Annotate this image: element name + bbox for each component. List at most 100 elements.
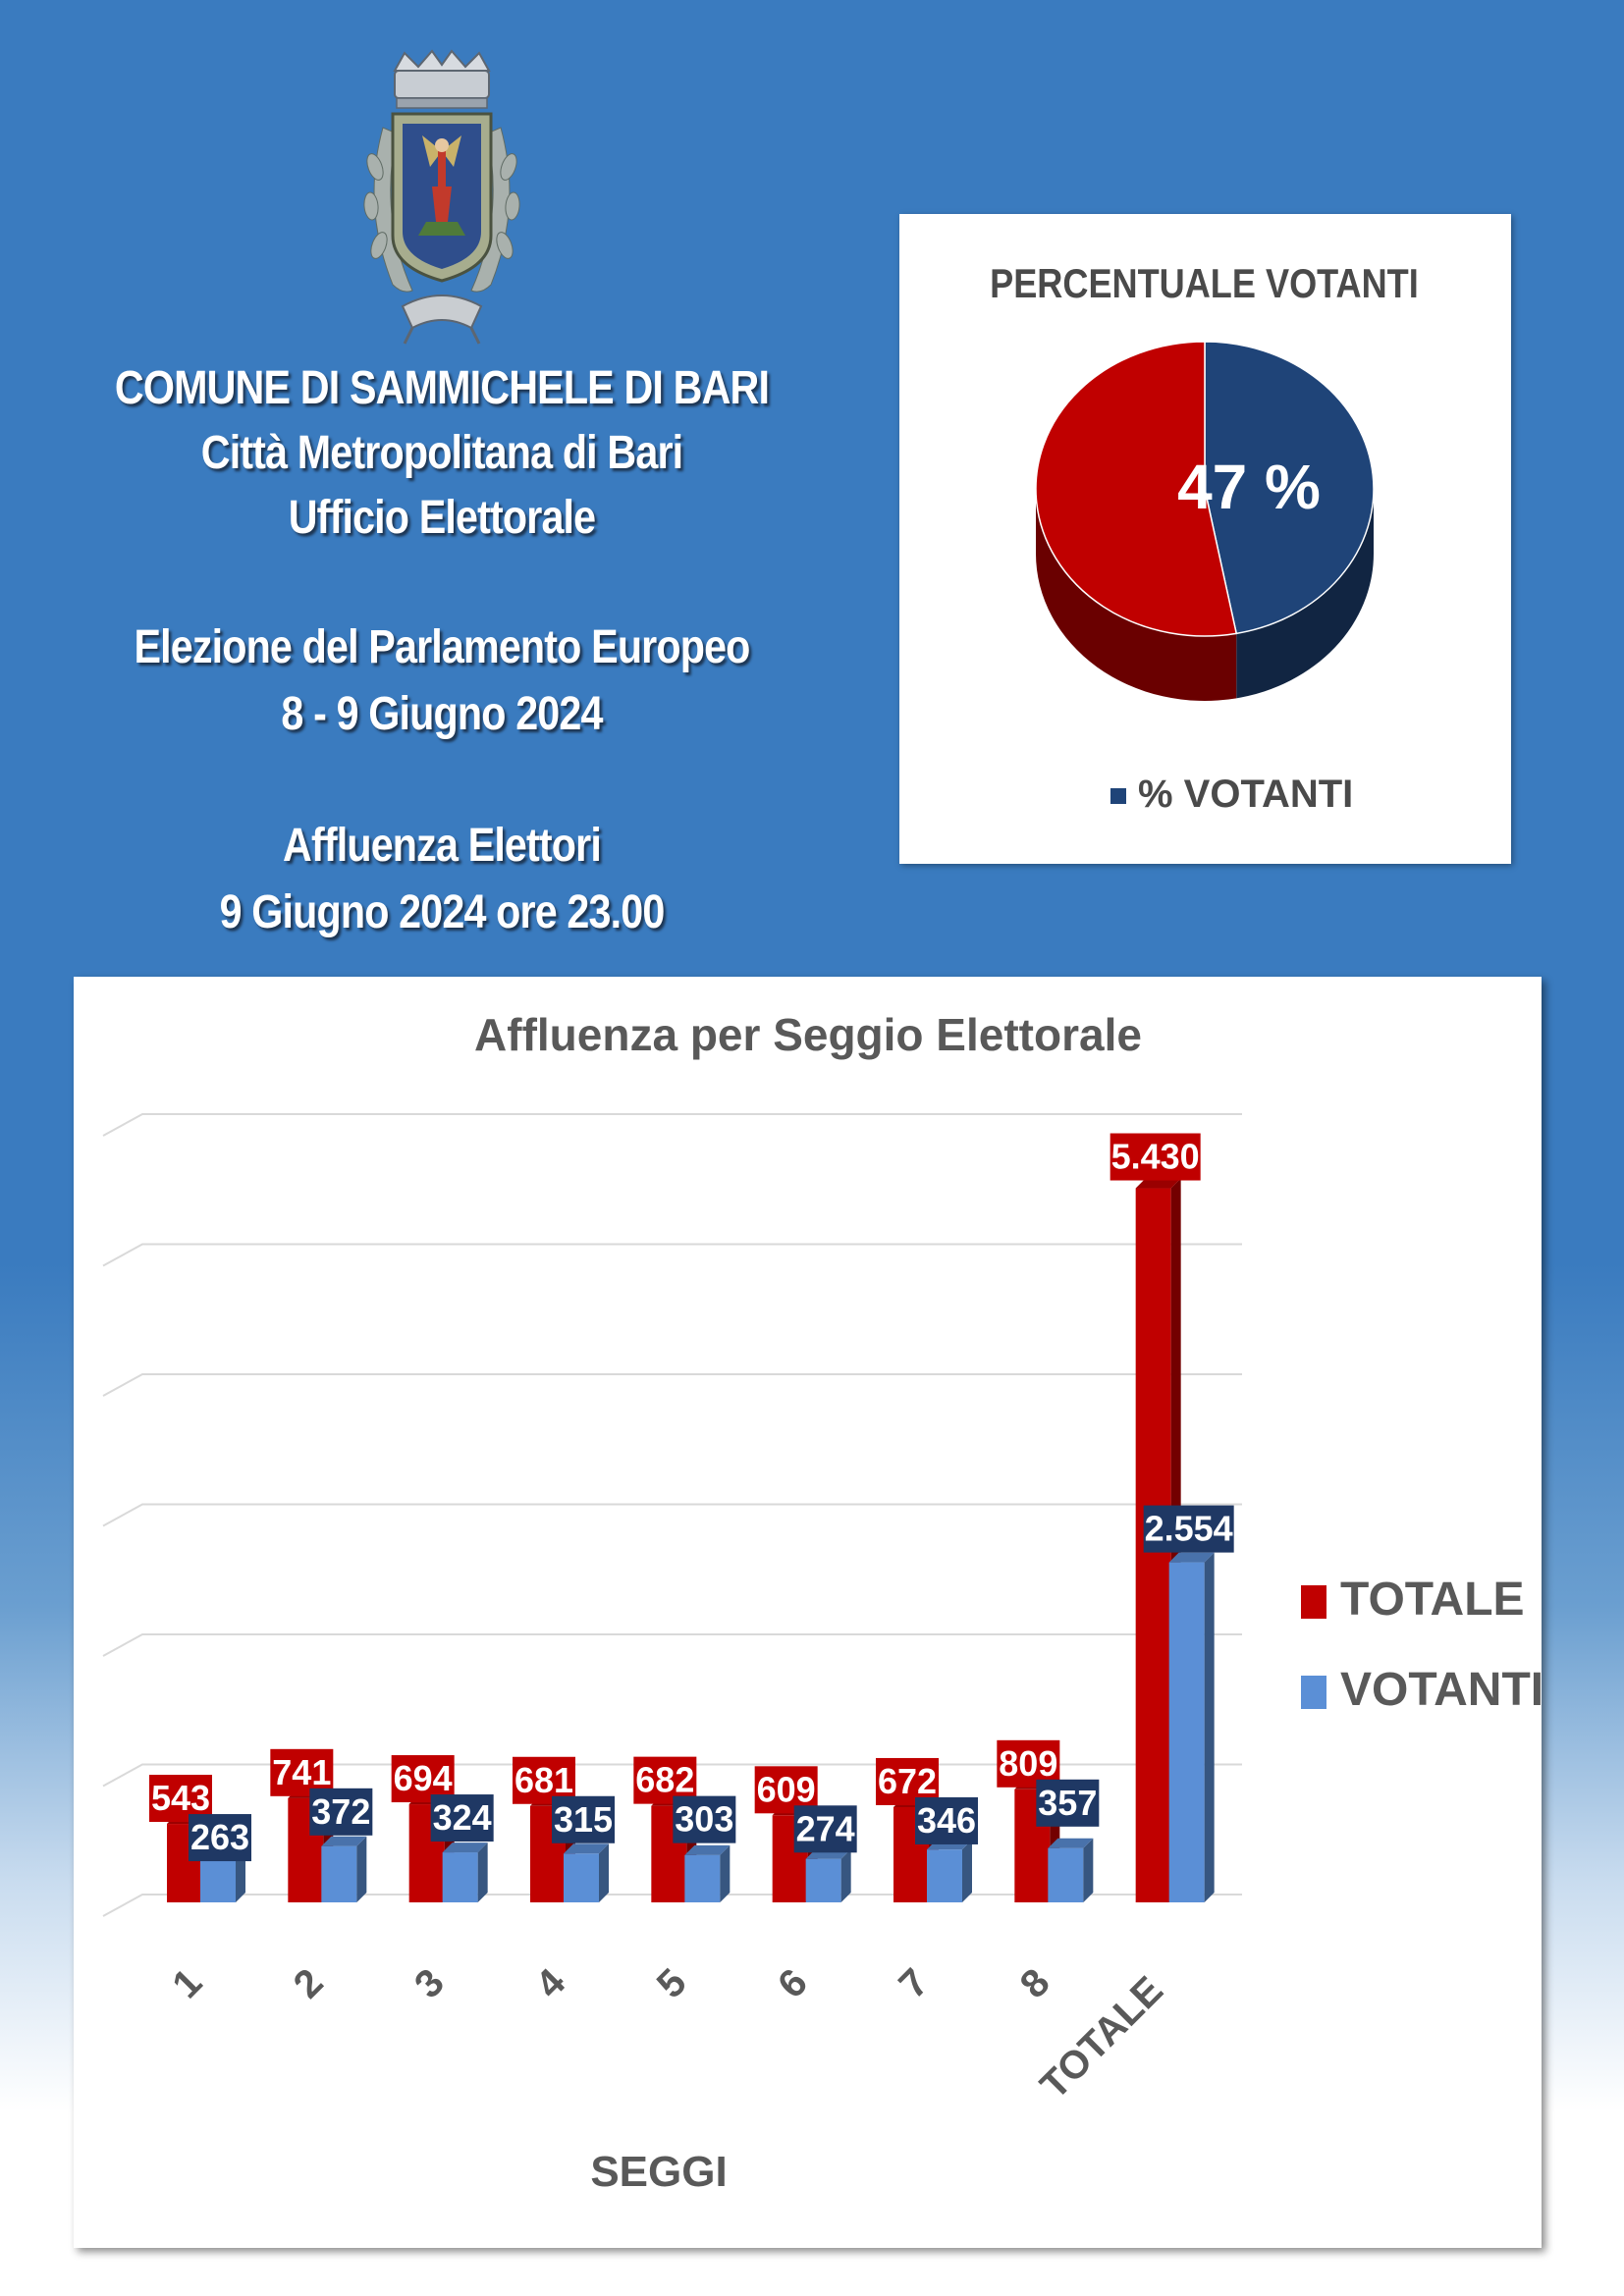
- bar-votanti-7: [927, 1840, 972, 1902]
- label-votanti-7-box: [915, 1796, 978, 1844]
- pie-percentage-label: 47 %: [1177, 452, 1321, 522]
- bar-votanti-TOTALE: [1168, 1552, 1215, 1902]
- label-votanti-3-box: [430, 1794, 494, 1842]
- crown-icon: [393, 49, 491, 109]
- label-totale-TOTALE: 5.430: [1111, 1137, 1200, 1177]
- bar-votanti-5-side: [720, 1844, 731, 1902]
- bar-chart-panel: Affluenza per Seggio Elettorale 543 263 74…: [74, 977, 1543, 2248]
- grid-line: [102, 1763, 1242, 1788]
- shield-icon: [391, 112, 493, 283]
- label-totale-TOTALE-box: [1110, 1133, 1201, 1181]
- bar-votanti-3-top: [442, 1842, 488, 1853]
- label-votanti-5-box: [673, 1795, 736, 1843]
- label-votanti-5: 303: [675, 1799, 733, 1840]
- x-tick-1: 1: [164, 1960, 210, 2006]
- coat-of-arms-emblem: [363, 49, 520, 345]
- bar-votanti-TOTALE-side: [1204, 1552, 1215, 1902]
- bar-votanti-4-top: [564, 1843, 609, 1854]
- label-votanti-4: 315: [554, 1799, 613, 1840]
- bar-chart-title: Affluenza per Seggio Elettorale: [474, 1009, 1142, 1060]
- pie-slice-2: [1035, 341, 1238, 637]
- pie-legend-label: % VOTANTI: [1138, 773, 1353, 816]
- x-tick-4: 4: [527, 1960, 573, 2006]
- bar-votanti-5: [684, 1844, 731, 1902]
- pie-chart-panel: PERCENTUALE VOTANTI 47 % % VOTANTI: [899, 214, 1511, 864]
- x-tick-5: 5: [649, 1960, 695, 2006]
- x-tick-6: 6: [770, 1960, 816, 2006]
- bar-votanti-TOTALE-top: [1168, 1552, 1215, 1563]
- grid-line: [102, 1503, 1242, 1527]
- label-totale-8: 809: [999, 1743, 1057, 1784]
- pie-slice-side-1: [1236, 489, 1374, 699]
- bar-votanti-7-side: [962, 1840, 972, 1902]
- label-totale-3: 694: [394, 1758, 453, 1798]
- pie-chart: PERCENTUALE VOTANTI 47 % % VOTANTI: [990, 262, 1419, 816]
- bar-votanti-8: [1048, 1838, 1094, 1902]
- label-votanti-TOTALE-box: [1143, 1505, 1234, 1553]
- legend-swatch-votanti: [1301, 1676, 1326, 1709]
- label-votanti-3: 324: [433, 1797, 492, 1838]
- label-votanti-7: 346: [917, 1800, 976, 1841]
- label-votanti-6-box: [793, 1805, 857, 1853]
- bar-votanti-6-front: [805, 1858, 841, 1902]
- legend-swatch-totale: [1301, 1585, 1326, 1619]
- bar-chart-legend: TOTALE VOTANTI: [1301, 1574, 1543, 1716]
- pie-slice-1: [1204, 341, 1375, 635]
- x-tick-3: 3: [406, 1960, 453, 2006]
- x-tick-7: 7: [891, 1960, 937, 2006]
- bar-votanti-6: [805, 1848, 851, 1902]
- bar-votanti-5-front: [684, 1854, 721, 1902]
- label-votanti-1-box: [189, 1814, 251, 1862]
- bar-votanti-8-top: [1048, 1838, 1094, 1848]
- bar-votanti-3-front: [442, 1852, 478, 1902]
- bar-votanti-4-front: [564, 1853, 599, 1902]
- legend-label-votanti: VOTANTI: [1340, 1664, 1542, 1716]
- label-totale-7: 672: [878, 1761, 937, 1801]
- grid-line: [102, 1113, 1242, 1137]
- bar-votanti-1-front: [200, 1860, 236, 1902]
- municipality-name: COMUNE DI SAMMICHELE DI BARI: [114, 362, 770, 414]
- grid-line: [102, 1373, 1242, 1397]
- metropolitan-city: Città Metropolitana di Bari: [200, 427, 683, 479]
- bar-votanti-7-front: [927, 1849, 962, 1902]
- label-totale-2: 741: [272, 1752, 331, 1792]
- pie-chart-title: PERCENTUALE VOTANTI: [990, 262, 1419, 307]
- bar-votanti-8-front: [1048, 1847, 1084, 1902]
- election-title: Elezione del Parlamento Europeo: [134, 621, 750, 673]
- bar-votanti-8-side: [1083, 1838, 1094, 1902]
- bar-votanti-3-side: [477, 1842, 488, 1902]
- grid-line: [102, 1633, 1242, 1657]
- bar-totale-TOTALE-top: [1135, 1178, 1181, 1189]
- turnout-title: Affluenza Elettori: [283, 820, 602, 872]
- bar-votanti-6-side: [840, 1848, 851, 1902]
- label-totale-1: 543: [151, 1778, 210, 1818]
- label-votanti-8-box: [1036, 1779, 1100, 1827]
- x-tick-8: 8: [1012, 1960, 1058, 2006]
- laurel-branches-icon: [363, 127, 520, 293]
- label-votanti-8: 357: [1038, 1783, 1097, 1823]
- bar-votanti-3: [442, 1842, 488, 1902]
- label-totale-4: 681: [514, 1760, 573, 1800]
- label-totale-5: 682: [635, 1760, 694, 1800]
- pie-slice-side-2: [1036, 489, 1237, 701]
- grid-line: [102, 1894, 1242, 1917]
- label-votanti-2: 372: [311, 1791, 370, 1832]
- turnout-datetime: 9 Giugno 2024 ore 23.00: [219, 886, 666, 938]
- legend-label-totale: TOTALE: [1340, 1574, 1525, 1626]
- label-votanti-1: 263: [190, 1817, 249, 1857]
- x-axis-label: SEGGI: [590, 2148, 727, 2196]
- grid-lines: [102, 1113, 1242, 1917]
- bar-votanti-2-side: [356, 1836, 367, 1902]
- x-tick-2: 2: [286, 1960, 332, 2006]
- bar-votanti-4-side: [599, 1843, 609, 1902]
- bar-votanti-2-top: [321, 1836, 367, 1846]
- bar-votanti-TOTALE-front: [1168, 1562, 1205, 1902]
- bars: 5432637413726943246813156823036092746723…: [149, 1133, 1234, 1902]
- bar-votanti-4: [564, 1843, 609, 1902]
- label-votanti-2-box: [309, 1788, 373, 1836]
- bar-chart: Affluenza per Seggio Elettorale 54326374…: [102, 1009, 1543, 2196]
- label-votanti-4-box: [552, 1795, 615, 1843]
- label-totale-3-box: [391, 1755, 455, 1803]
- label-totale-7-box: [876, 1757, 939, 1805]
